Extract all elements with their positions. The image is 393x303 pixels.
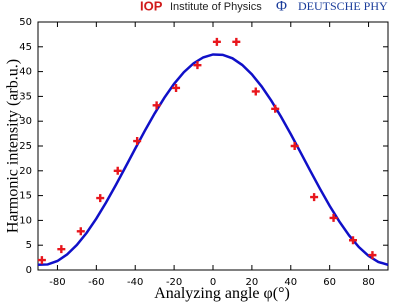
y-tick-label: 35 (19, 91, 32, 102)
data-point (368, 251, 377, 260)
x-tick-label: -80 (49, 277, 65, 288)
x-axis-label: Analyzing angle φ(°) (154, 285, 290, 302)
y-tick-label: 25 (19, 141, 32, 152)
data-point (57, 245, 66, 254)
data-point (232, 37, 241, 46)
data-point (329, 213, 338, 222)
fit-curve (37, 53, 389, 267)
y-tick-label: 5 (26, 240, 32, 251)
header-logo: IOP (140, 0, 163, 13)
header-text: Institute of Physics (170, 1, 262, 13)
data-point (76, 227, 85, 236)
x-tick-label: 20 (246, 277, 259, 288)
x-tick-label: 60 (323, 277, 336, 288)
data-point (37, 256, 46, 265)
y-tick-label: 50 (19, 17, 32, 28)
y-tick-label: 45 (19, 42, 32, 53)
y-tick-label: 15 (19, 191, 32, 202)
x-tick-label: -60 (88, 277, 104, 288)
data-point (172, 83, 181, 92)
x-tick-label: 0 (210, 277, 216, 288)
y-tick-label: 40 (19, 67, 32, 78)
data-point (290, 142, 299, 150)
plot-frame (37, 21, 389, 271)
x-tick-label: 40 (284, 277, 297, 288)
y-tick-label: 20 (19, 166, 32, 177)
y-tick-label: 0 (26, 265, 32, 276)
data-point (349, 236, 357, 245)
data-point (96, 194, 105, 203)
y-tick-label: 10 (19, 215, 32, 226)
y-tick-label: 30 (19, 116, 32, 127)
data-point (113, 166, 122, 175)
header-text: DEUTSCHE PHY (298, 0, 388, 13)
data-point (193, 61, 202, 70)
x-tick-label: -20 (166, 277, 182, 288)
data-point (271, 104, 280, 113)
x-tick-label: -40 (127, 277, 143, 288)
data-point (251, 87, 260, 96)
y-axis-label: Harmonic intensity (arb.u.) (5, 59, 22, 233)
header-logo: Φ (276, 0, 287, 14)
data-point (212, 37, 221, 46)
data-point (133, 137, 142, 146)
data-point (310, 193, 319, 202)
data-point (152, 101, 161, 110)
x-tick-label: 80 (362, 277, 375, 288)
